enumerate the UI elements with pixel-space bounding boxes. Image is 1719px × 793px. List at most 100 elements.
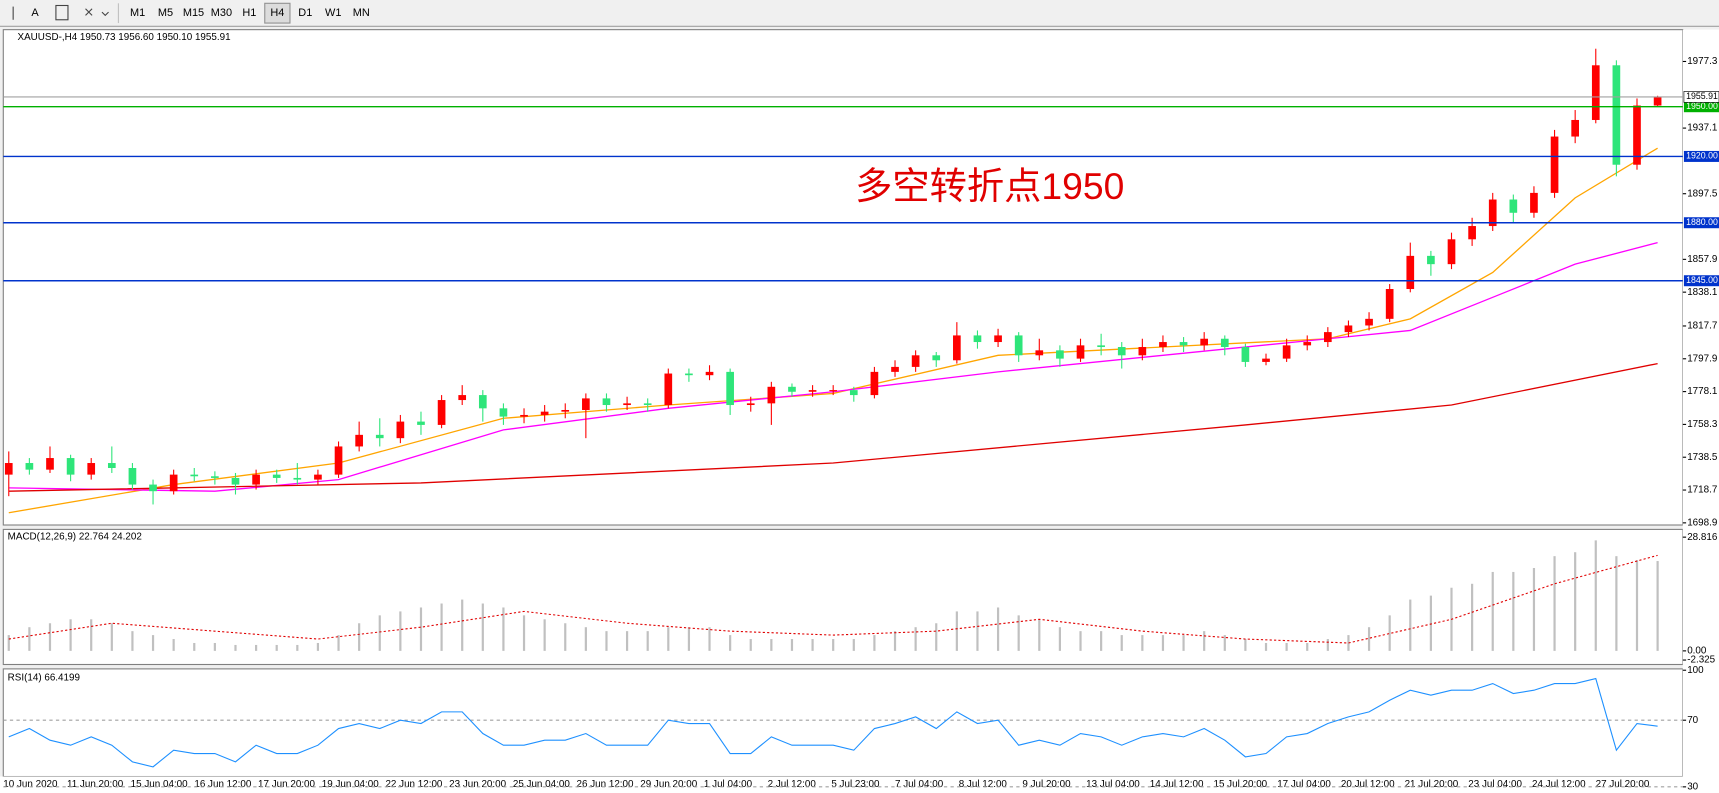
macd-bar — [1656, 561, 1659, 651]
candle-body — [994, 335, 1002, 343]
macd-bar — [151, 635, 155, 651]
macd-bar — [193, 642, 196, 651]
macd-bar — [625, 631, 629, 651]
candle-body — [1653, 96, 1662, 106]
candle-body — [1076, 345, 1085, 359]
candle-body — [499, 408, 508, 417]
time-label: 17 Jun 20:00 — [258, 779, 315, 790]
time-label: 9 Jul 20:00 — [1022, 779, 1071, 790]
time-label: 8 Jul 12:00 — [959, 779, 1008, 790]
y-tick-label: 1857.9 — [1687, 254, 1718, 265]
time-label: 19 Jun 04:00 — [322, 779, 379, 790]
macd-bar — [1615, 556, 1618, 651]
candle-body — [808, 390, 817, 392]
time-label: 10 Jun 2020 — [3, 779, 58, 790]
candle-body — [1633, 105, 1641, 165]
candle-body — [211, 476, 219, 478]
y-tick-label: 1977.3 — [1687, 56, 1718, 67]
candle-body — [252, 474, 260, 485]
candle-body — [355, 434, 363, 447]
macd-bar — [790, 639, 794, 651]
macd-bar — [522, 615, 526, 651]
shapes-tool[interactable] — [85, 8, 109, 17]
candle-body — [1056, 350, 1064, 359]
macd-bar — [48, 623, 52, 651]
y-tick-label: 1698.9 — [1687, 517, 1718, 528]
macd-bar — [358, 623, 361, 651]
macd-bar — [646, 631, 649, 651]
candle-body — [1447, 239, 1456, 265]
candle-body — [1303, 342, 1312, 346]
macd-bar — [1409, 599, 1412, 651]
candle-body — [375, 434, 384, 439]
candle-body — [932, 355, 941, 361]
macd-bar — [955, 611, 958, 651]
timeframe-label[interactable]: M15 — [183, 7, 204, 19]
candle-body — [849, 390, 858, 396]
timeframe-button[interactable] — [264, 2, 291, 24]
candle-body — [540, 411, 549, 415]
price-panel — [2, 29, 1684, 526]
macd-bar — [584, 627, 587, 651]
time-label: 23 Jul 04:00 — [1468, 779, 1522, 790]
toolbar — [0, 0, 1719, 27]
y-tick-label: 1718.7 — [1687, 485, 1717, 496]
y-tick-label: 1797.9 — [1687, 353, 1718, 364]
macd-bar — [708, 627, 711, 651]
macd-bar — [378, 615, 381, 651]
annotation: 多空转折点1950 — [855, 165, 1124, 207]
candle-body — [829, 390, 838, 392]
y-tick-label: 70 — [1687, 715, 1698, 726]
y-tick-label: -2.325 — [1687, 655, 1715, 666]
rsi-title: RSI(14) 66.4199 — [8, 672, 81, 683]
level-tag — [1683, 275, 1719, 287]
candle-body — [128, 467, 137, 485]
timeframe-label[interactable]: D1 — [298, 7, 312, 19]
macd-bar — [28, 627, 31, 651]
time-label: 14 Jul 12:00 — [1150, 779, 1204, 790]
macd-bar — [502, 607, 505, 651]
text-tool[interactable]: A — [31, 7, 39, 19]
macd-bar — [1471, 583, 1474, 651]
bid-tag-label: 1955.91 — [1686, 91, 1718, 101]
timeframe-label[interactable]: H1 — [242, 7, 256, 19]
macd-bar — [1326, 639, 1329, 651]
time-label: 17 Jul 04:00 — [1277, 779, 1331, 790]
timeframe-label[interactable]: MN — [353, 7, 370, 19]
macd-bar — [1264, 642, 1268, 651]
timeframe-label[interactable]: M5 — [158, 7, 173, 19]
timeframe-label[interactable]: W1 — [325, 7, 341, 19]
y-tick-label: 28.816 — [1687, 532, 1718, 543]
candle-body — [1488, 199, 1497, 227]
candle-body — [396, 421, 405, 439]
candle-body — [1262, 358, 1270, 362]
candle-body — [1220, 338, 1229, 348]
timeframe-label[interactable]: M1 — [130, 7, 145, 19]
time-label: 20 Jul 12:00 — [1341, 779, 1395, 790]
macd-bar — [1141, 635, 1144, 651]
candle-body — [685, 373, 693, 376]
candle-body — [1138, 347, 1147, 356]
macd-bar — [564, 623, 567, 651]
moving-average — [8, 362, 1658, 492]
macd-bar — [873, 635, 876, 651]
label-tool[interactable] — [55, 4, 69, 21]
macd-bar — [1285, 642, 1288, 651]
macd-bar — [605, 631, 608, 651]
macd-bar — [1223, 635, 1226, 651]
level-tag-label: 1880.00 — [1686, 217, 1718, 227]
candle-body — [1365, 318, 1373, 326]
macd-bar — [1635, 560, 1639, 651]
macd-bar — [1017, 615, 1020, 651]
time-label: 2 Jul 12:00 — [768, 779, 817, 790]
timeframe-label[interactable]: M30 — [211, 7, 232, 19]
macd-bar — [770, 639, 773, 651]
macd-bar — [729, 635, 732, 651]
macd-bar — [1120, 635, 1123, 651]
timeframe-label[interactable]: H4 — [270, 7, 284, 19]
candle-body — [107, 463, 116, 468]
macd-title: MACD(12,26,9) 22.764 24.202 — [8, 532, 142, 543]
time-axis — [0, 776, 1719, 793]
